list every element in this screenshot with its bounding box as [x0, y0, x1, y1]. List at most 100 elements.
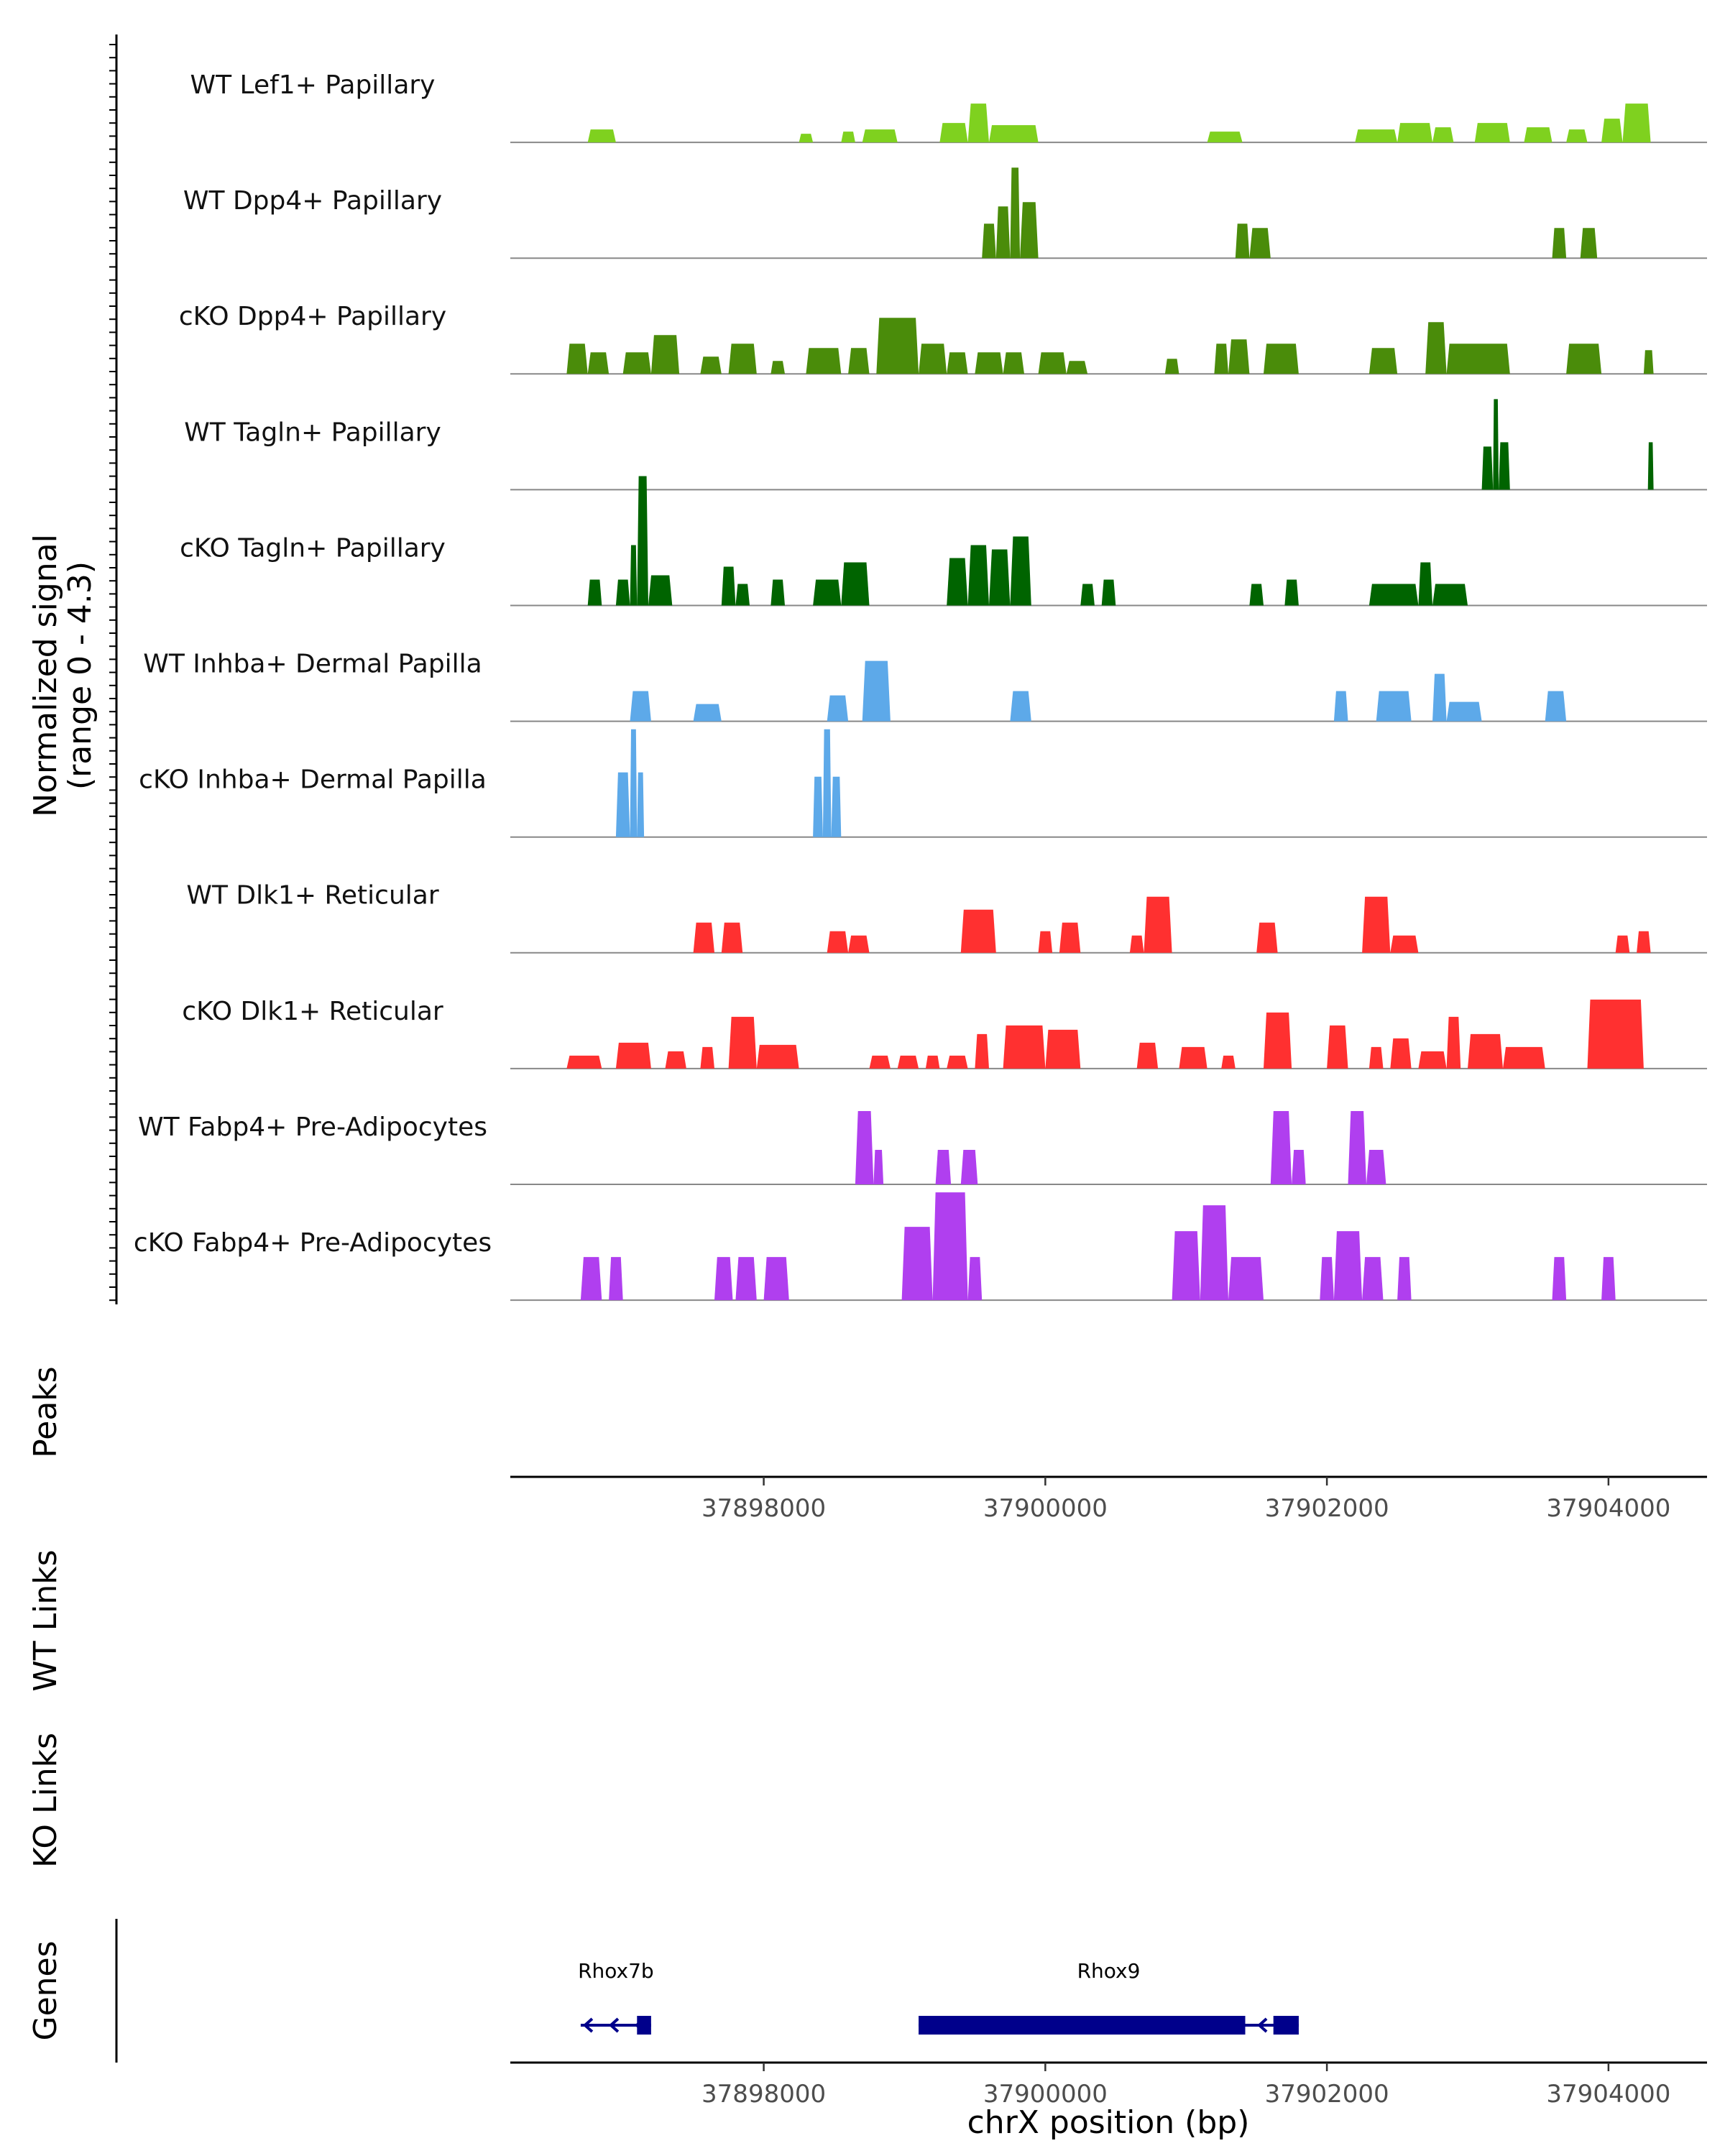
signal-peak: [1355, 129, 1398, 143]
signal-peak: [1228, 339, 1250, 374]
signal-peak: [1499, 442, 1510, 490]
signal-peak: [1010, 691, 1031, 722]
signal-peak: [1397, 1257, 1412, 1301]
signal-peak: [1446, 344, 1510, 374]
signal-peak: [1637, 931, 1651, 953]
x-tick-label: 37898000: [702, 2080, 826, 2109]
signal-peak: [827, 695, 849, 722]
signal-peak: [806, 348, 842, 374]
track-label: cKO Dpp4+ Papillary: [179, 302, 446, 331]
signal-peak: [1587, 999, 1644, 1069]
signal-peak: [1129, 935, 1144, 953]
signal-peak: [869, 1055, 891, 1069]
signal-peak: [848, 348, 870, 374]
signal-peak: [799, 134, 814, 143]
signal-peak: [848, 935, 870, 953]
peaks-x-axis-ticks: 37898000 37900000 37902000 37904000: [702, 1477, 1670, 1523]
x-tick-label: 37902000: [1265, 2080, 1389, 2109]
signal-peak: [967, 545, 989, 606]
gene-rhox9: Rhox9: [919, 1959, 1299, 2035]
signal-peak: [1249, 228, 1271, 259]
signal-peak: [763, 1257, 789, 1301]
signal-peak: [1101, 579, 1116, 606]
signal-peak: [919, 344, 947, 374]
signal-peak: [1481, 446, 1494, 490]
strand-arrow: [582, 2017, 594, 2033]
signal-peak: [947, 558, 968, 606]
track-wt-lef1-papillary: WT Lef1+ Papillary: [190, 70, 1707, 144]
signal-peak: [1580, 228, 1598, 259]
genes-panel-label: Genes: [27, 1940, 64, 2040]
signal-peak: [580, 1257, 602, 1301]
signal-peak: [693, 922, 714, 953]
track-label: WT Lef1+ Papillary: [190, 70, 436, 100]
signal-peak: [721, 566, 736, 606]
signal-peak: [1397, 123, 1432, 143]
strand-arrow: [1257, 2017, 1268, 2033]
signal-peak: [1493, 399, 1499, 490]
signal-peak: [1179, 1046, 1208, 1069]
signal-peak: [693, 704, 722, 722]
signal-peak: [1362, 1257, 1384, 1301]
signal-peak: [637, 772, 645, 837]
signal-peak: [1270, 1111, 1292, 1184]
gene-annotations: Rhox7b Rhox9: [578, 1959, 1299, 2035]
wt-links-panel-label: WT Links: [27, 1549, 64, 1691]
signal-peak: [813, 579, 842, 606]
signal-peak: [1615, 935, 1630, 953]
y-axis-title-line-1: Normalized signal: [27, 534, 64, 817]
signal-peak: [1136, 1042, 1159, 1069]
signal-peak: [1010, 167, 1021, 259]
track-label: cKO Dlk1+ Reticular: [182, 997, 443, 1026]
signal-peak: [831, 776, 842, 837]
coverage-y-axis-ticks: [109, 44, 116, 1302]
signal-peak: [1446, 1016, 1461, 1069]
x-tick-label: 37902000: [1265, 1494, 1389, 1523]
track-wt-dlk1-reticular: WT Dlk1+ Reticular: [186, 881, 1707, 954]
x-tick-label: 37904000: [1546, 2080, 1670, 2109]
signal-peak: [841, 562, 870, 606]
signal-peak: [1264, 1012, 1292, 1069]
track-wt-dpp4-papillary: WT Dpp4+ Papillary: [183, 167, 1707, 259]
signal-peak: [1390, 1038, 1412, 1069]
ko-links-panel-label: KO Links: [27, 1733, 64, 1868]
signal-peak: [1552, 1257, 1567, 1301]
signal-peak: [1164, 359, 1179, 374]
signal-peak: [1256, 922, 1278, 953]
x-tick-label: 37900000: [983, 1494, 1108, 1523]
signal-peak: [1368, 1046, 1384, 1069]
signal-peak: [1368, 348, 1398, 374]
strand-arrow: [608, 2017, 620, 2033]
signal-peak: [1566, 344, 1602, 374]
track-cko-inhba-dermal-papilla: cKO Inhba+ Dermal Papilla: [139, 729, 1707, 838]
signal-peak: [897, 1055, 919, 1069]
signal-peak: [939, 123, 968, 143]
signal-peak: [587, 352, 610, 374]
signal-peak: [1601, 1257, 1616, 1301]
track-cko-dpp4-papillary: cKO Dpp4+ Papillary: [179, 302, 1707, 375]
signal-peak: [827, 931, 849, 953]
peaks-panel-label: Peaks: [27, 1366, 64, 1457]
x-tick-label: 37904000: [1546, 1494, 1670, 1523]
signal-peak: [637, 476, 648, 606]
signal-peak: [1284, 579, 1299, 606]
track-label: WT Inhba+ Dermal Papilla: [143, 650, 482, 679]
signal-peak: [960, 1150, 978, 1184]
track-wt-fabp4-pre-adipocytes: WT Fabp4+ Pre-Adipocytes: [138, 1111, 1707, 1185]
signal-peak: [1432, 673, 1447, 722]
signal-peak: [648, 575, 673, 606]
signal-peak: [1432, 584, 1468, 606]
signal-peak: [967, 103, 989, 143]
signal-peak: [1643, 350, 1654, 374]
signal-peak: [665, 1051, 686, 1069]
signal-peak: [1066, 361, 1088, 374]
signal-peak: [714, 1257, 733, 1301]
signal-peak: [1200, 1205, 1228, 1301]
signal-peak: [1390, 935, 1419, 953]
signal-peak: [873, 1150, 884, 1184]
genes-x-axis-ticks: 37898000 37900000 37902000 37904000: [702, 2063, 1670, 2109]
signal-peak: [925, 1055, 940, 1069]
signal-peak: [630, 545, 638, 606]
signal-peak: [947, 352, 968, 374]
signal-peak: [1003, 352, 1024, 374]
